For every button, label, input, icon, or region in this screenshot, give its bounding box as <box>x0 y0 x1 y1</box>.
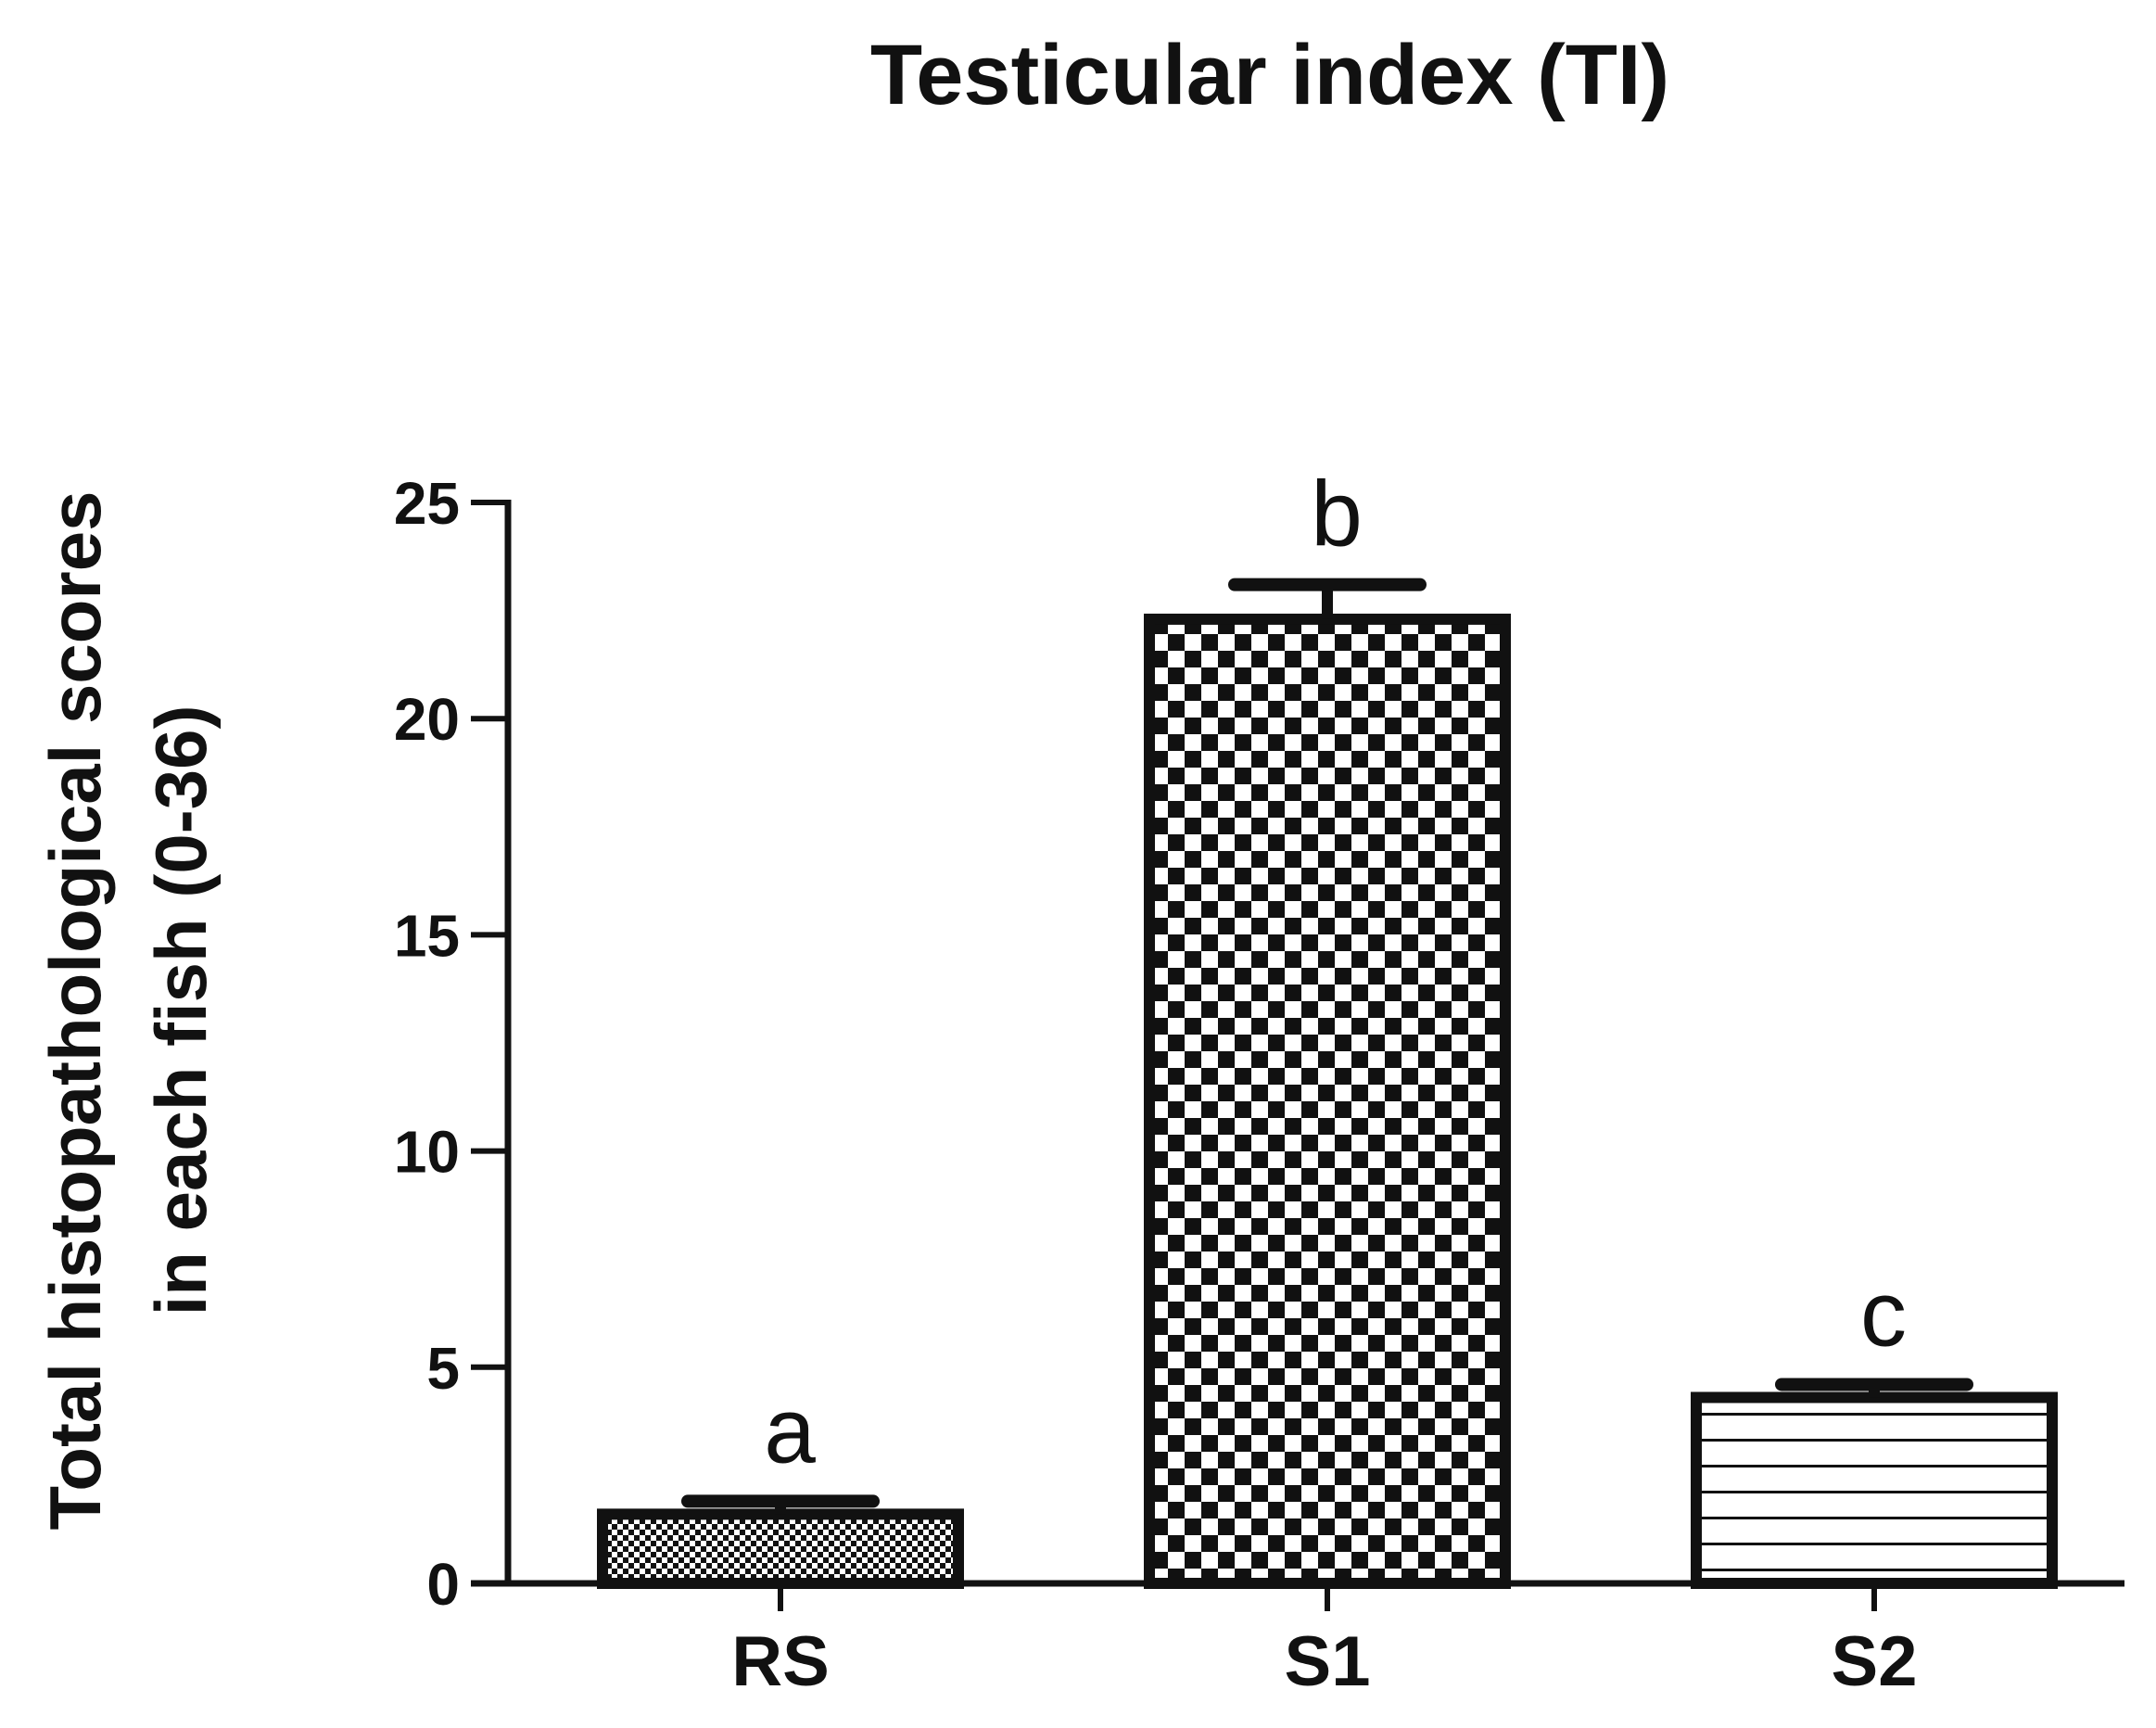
x-tick-label-s2: S2 <box>1832 1622 1918 1701</box>
y-tick-label-0: 0 <box>426 1551 460 1618</box>
plot-area: a RS b S1 c S2 0 5 10 15 20 25 <box>394 463 2124 1701</box>
x-tick-label-rs: RS <box>731 1622 830 1701</box>
bar-rs <box>597 1508 964 1589</box>
bar-s1 <box>1144 613 1511 1589</box>
bar-s2 <box>1691 1391 2058 1589</box>
y-axis-label-line-1: Total histopathological scores <box>34 490 116 1530</box>
significance-label-s1: b <box>1311 463 1363 566</box>
y-tick-label-20: 20 <box>394 686 460 753</box>
y-tick-label-5: 5 <box>426 1335 460 1402</box>
y-tick-label-10: 10 <box>394 1119 460 1186</box>
significance-label-s2: c <box>1860 1262 1907 1366</box>
x-tick-label-s1: S1 <box>1285 1622 1371 1701</box>
chart-title: Testicular index (TI) <box>870 28 1669 122</box>
significance-label-rs: a <box>764 1379 816 1482</box>
y-tick-label-15: 15 <box>394 902 460 969</box>
y-tick-label-25: 25 <box>394 470 460 537</box>
y-axis-label-line-2: in each fish (0-36) <box>140 705 222 1316</box>
